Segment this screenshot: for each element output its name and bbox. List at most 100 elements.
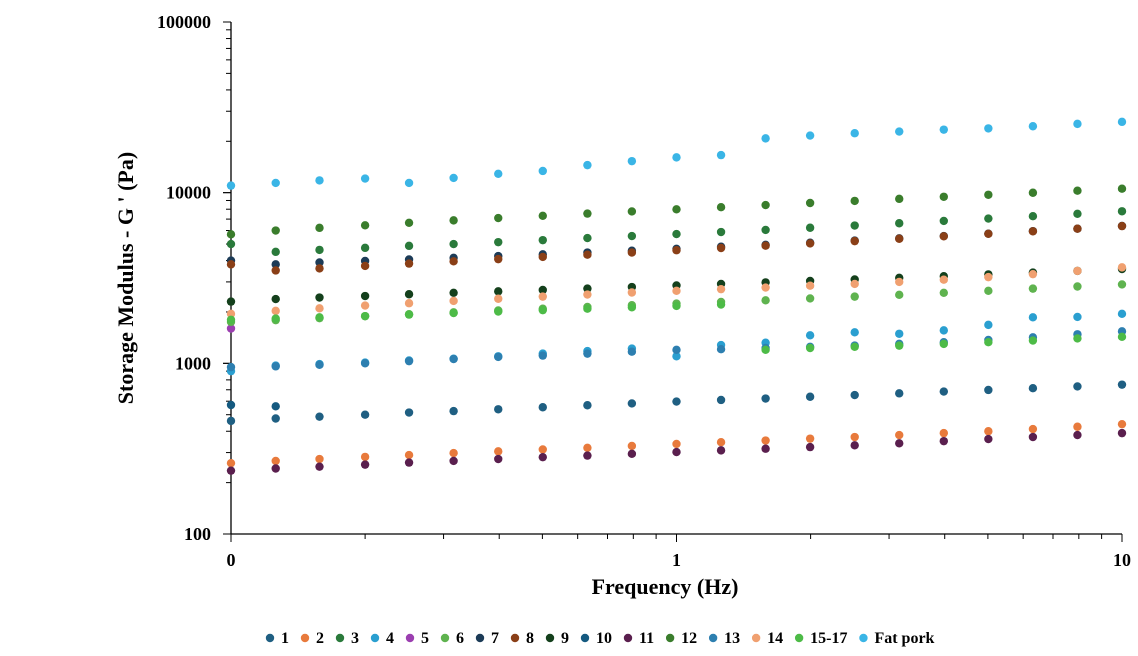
data-point-series-1 (1073, 382, 1082, 391)
legend-marker (794, 633, 804, 643)
data-point-series-12 (360, 221, 370, 230)
data-point-series-1 (716, 395, 726, 405)
data-point-series-15-17 (939, 339, 948, 349)
data-point-series-15-17 (315, 313, 324, 322)
data-point-series-11 (1117, 428, 1127, 438)
axes: 100 1000 10000 100000 0 1 10 (157, 12, 1131, 570)
data-point-series-3 (494, 237, 503, 247)
data-point-series-15-17 (716, 300, 726, 309)
data-point-series-6 (939, 288, 948, 297)
data-point-series-9 (538, 285, 547, 295)
data-point-series-8 (895, 234, 904, 243)
data-point-series-4 (850, 328, 859, 337)
legend-marker (405, 633, 415, 643)
y-tick-label: 100000 (157, 12, 211, 32)
data-point-series-12 (583, 209, 592, 218)
data-point-series-3 (1117, 207, 1127, 216)
data-point-series-14 (1117, 263, 1127, 272)
data-point-series-3 (984, 214, 993, 223)
x-tick-label: 0 (227, 550, 236, 570)
data-point-series-1 (850, 390, 859, 400)
data-point-series-4 (805, 331, 815, 340)
data-point-series-2 (672, 439, 681, 449)
legend-marker (370, 633, 380, 643)
data-point-series-8 (449, 257, 458, 266)
data-point-series-3 (716, 227, 726, 237)
data-point-series-1 (939, 387, 948, 396)
data-point-series-1 (360, 410, 370, 419)
data-point-series-3 (850, 221, 859, 230)
data-point-series-14 (494, 294, 503, 303)
data-point-series-3 (315, 245, 324, 255)
data-point-series-2 (1073, 422, 1082, 431)
data-point-series-11 (627, 449, 637, 459)
data-point-series-14 (761, 283, 770, 292)
data-point-series-9 (449, 288, 458, 297)
data-point-series-6 (850, 292, 859, 301)
data-point-series-6 (761, 296, 770, 305)
data-point-series-4 (1073, 312, 1082, 322)
data-point-series-8 (271, 266, 280, 275)
data-point-series-12 (315, 223, 324, 233)
data-point-series-10 (271, 402, 280, 411)
data-point-series-11 (315, 462, 324, 471)
legend-label: 6 (456, 630, 464, 647)
data-point-series-3 (1073, 209, 1082, 218)
data-point-series-2 (850, 432, 859, 442)
data-point-series-12 (672, 205, 681, 214)
data-point-series-1 (984, 385, 993, 395)
data-point-series-9 (494, 287, 503, 296)
data-point-series-11 (1073, 430, 1082, 440)
data-point-series-15-17 (583, 304, 592, 313)
data-point-series-14 (984, 272, 993, 282)
data-point-series-12 (494, 213, 503, 223)
data-point-series-7 (315, 258, 324, 267)
data-point-series-11 (984, 434, 993, 444)
data-point-series-fat-pork (1117, 117, 1127, 127)
data-point-series-1 (271, 414, 280, 423)
legend-marker (623, 633, 633, 643)
data-point-series-13 (226, 362, 236, 372)
data-point-series-1 (805, 392, 815, 401)
data-point-series-15-17 (226, 315, 236, 324)
data-point-series-2 (1028, 424, 1038, 434)
legend-marker (545, 633, 555, 643)
data-point-series-15-17 (895, 341, 904, 350)
x-tick-label: 1 (672, 550, 681, 570)
data-point-series-8 (404, 259, 414, 268)
data-point-series-12 (939, 192, 948, 201)
data-point-series-13 (360, 359, 370, 368)
legend-marker (665, 633, 675, 643)
data-point-series-4 (1028, 313, 1038, 322)
data-point-series-12 (716, 202, 726, 212)
data-point-series-3 (271, 247, 280, 257)
data-point-series-6 (1028, 284, 1038, 293)
data-point-series-11 (672, 447, 681, 457)
data-point-series-12 (404, 218, 414, 227)
data-point-series-8 (538, 252, 547, 262)
data-point-series-12 (1073, 186, 1082, 195)
data-point-series-9 (315, 293, 324, 302)
data-point-series-12 (1028, 188, 1038, 197)
legend-label: 3 (351, 630, 359, 647)
data-point-series-14 (939, 275, 948, 284)
data-point-series-1 (449, 406, 458, 416)
legend-marker (751, 633, 761, 643)
data-point-series-3 (538, 235, 547, 245)
y-tick-label: 10000 (166, 183, 211, 203)
data-point-series-12 (984, 190, 993, 199)
legend-label: 5 (421, 630, 429, 647)
data-point-series-fat-pork (1073, 119, 1082, 129)
data-point-series-8 (984, 229, 993, 239)
data-point-series-2 (538, 445, 547, 454)
data-point-series-14 (315, 304, 324, 313)
data-point-series-6 (984, 286, 993, 296)
data-point-series-1 (404, 408, 414, 417)
data-point-series-14 (895, 277, 904, 287)
data-point-series-2 (1117, 419, 1127, 429)
data-point-series-8 (583, 250, 592, 259)
data-point-series-6 (805, 294, 815, 303)
data-point-series-1 (315, 412, 324, 421)
data-point-series-3 (895, 219, 904, 228)
